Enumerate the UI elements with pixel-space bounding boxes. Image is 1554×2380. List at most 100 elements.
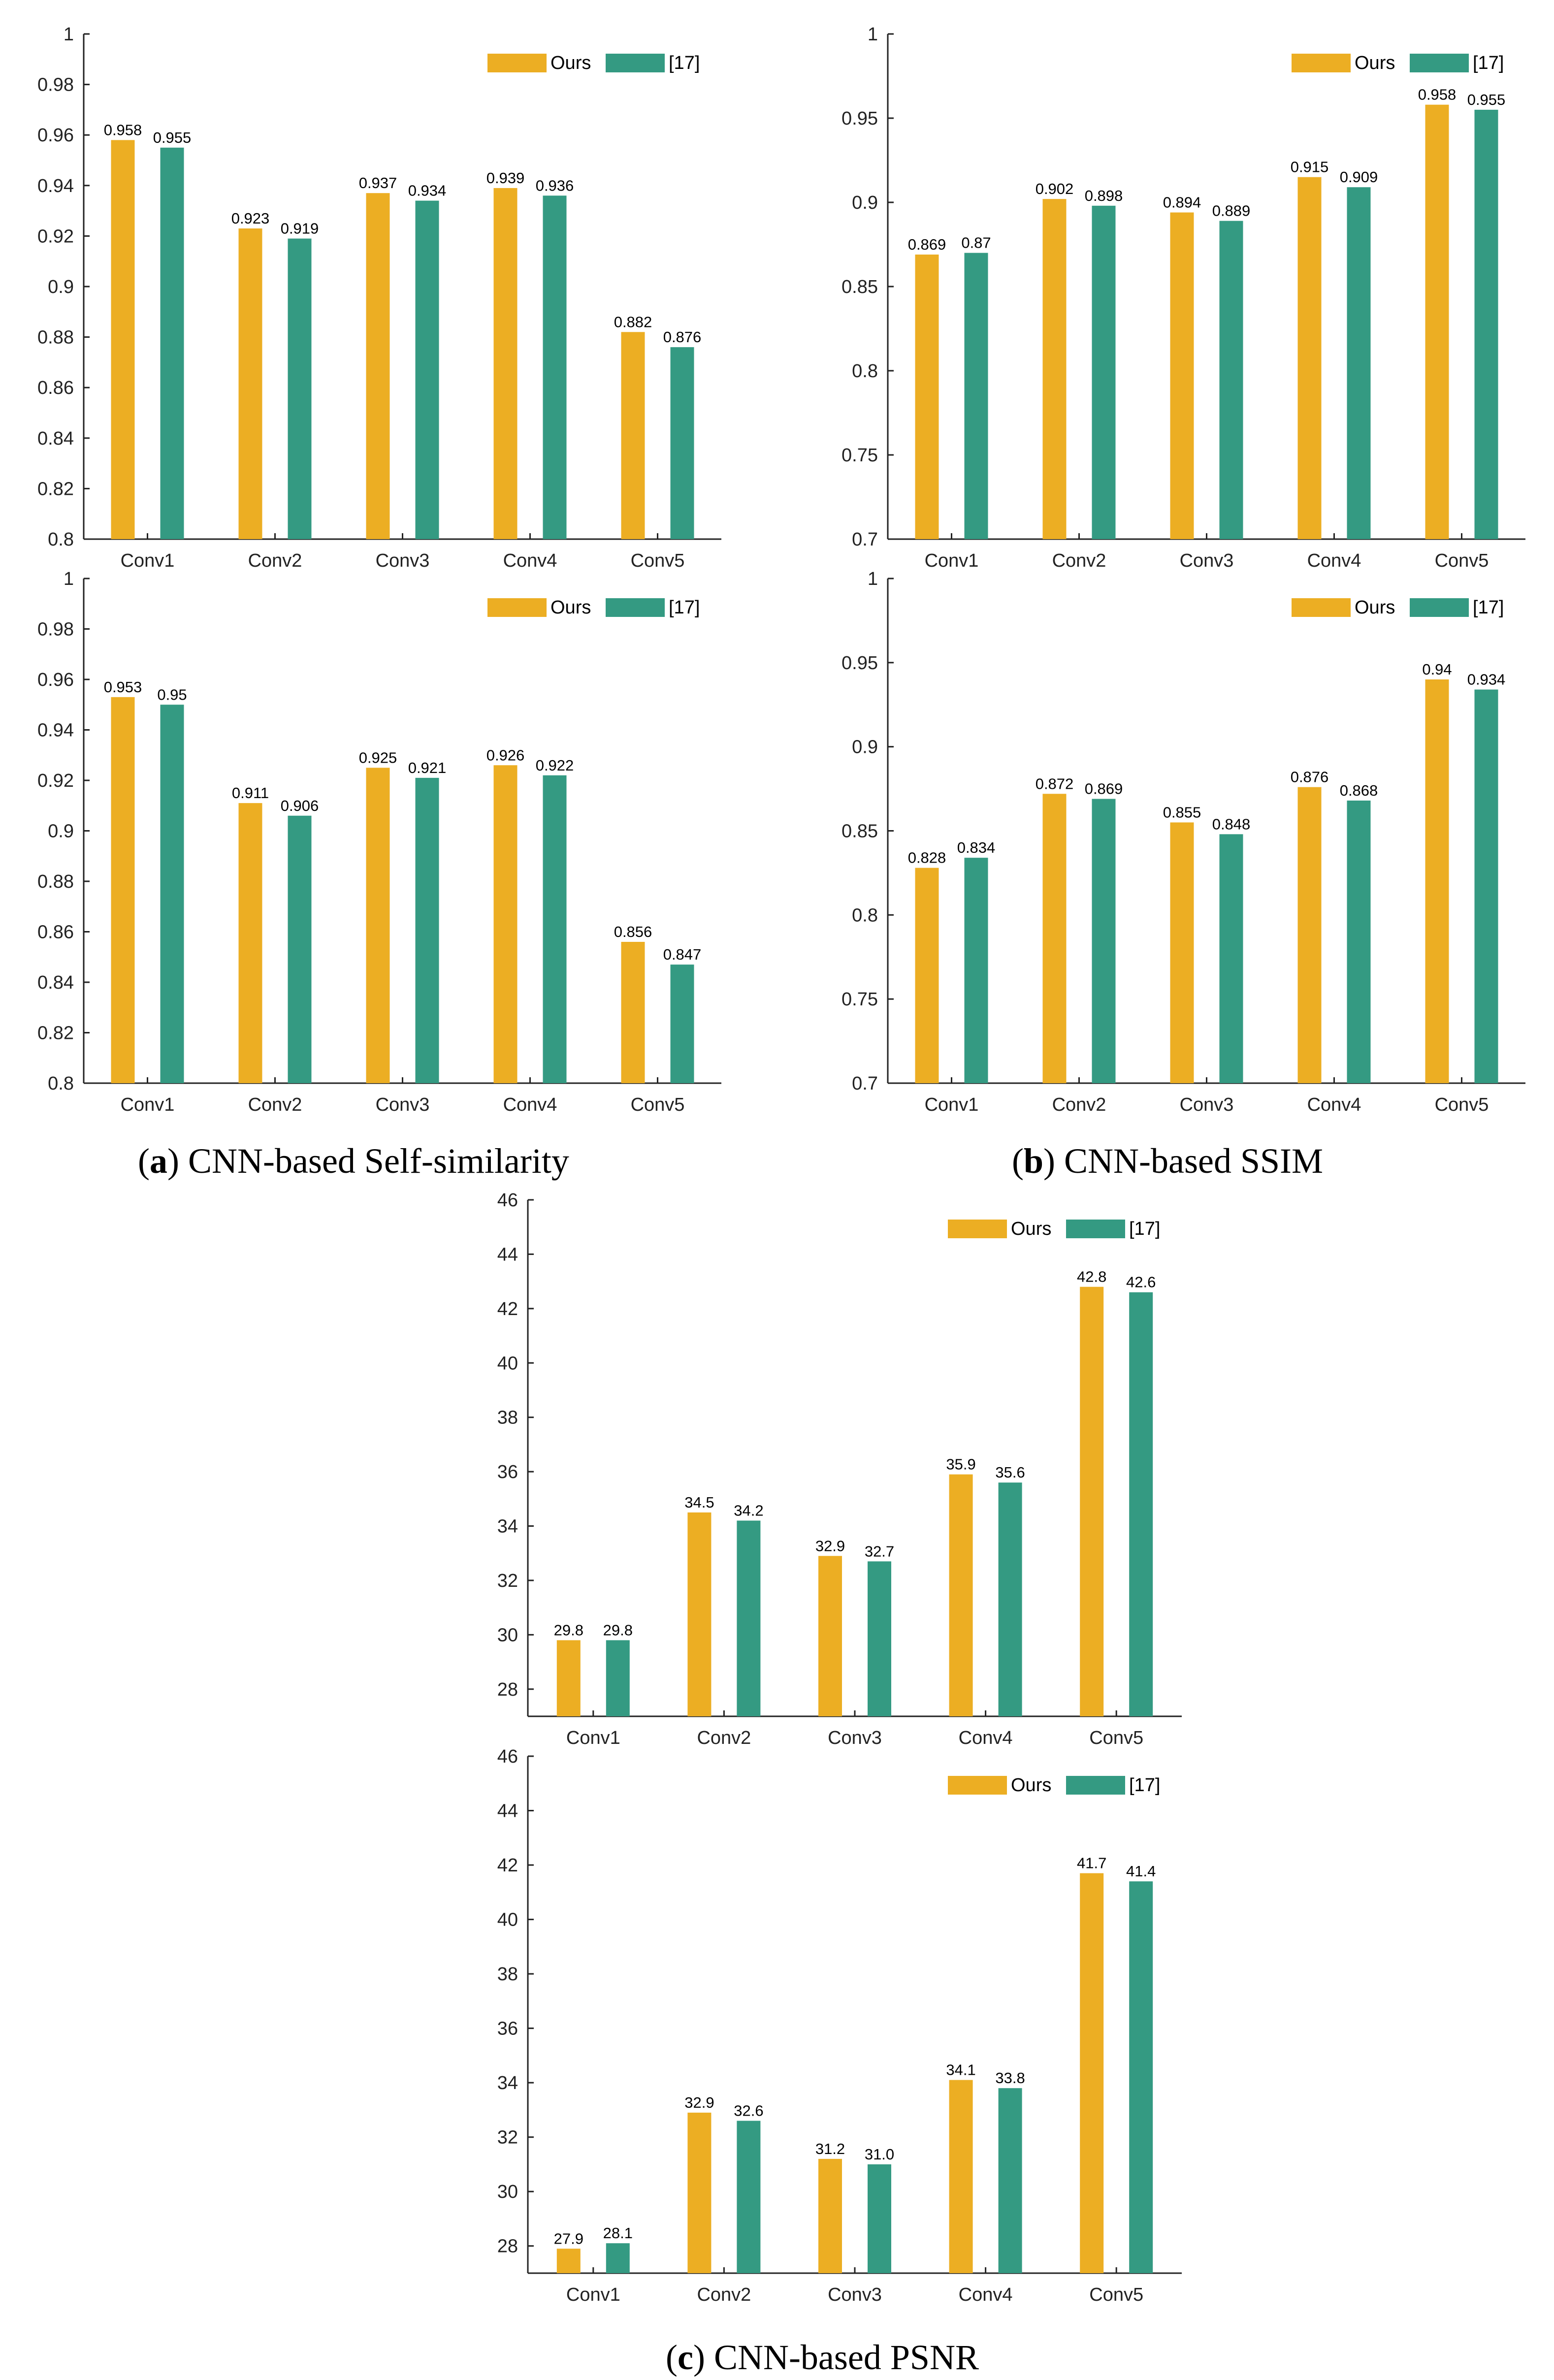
y-tick-label: 40 <box>497 1910 518 1930</box>
data-label: 35.9 <box>946 1456 975 1473</box>
legend-label-ref17: [17] <box>1129 1775 1160 1796</box>
x-tick-label: Conv5 <box>631 1094 685 1115</box>
y-tick-label: 40 <box>497 1353 518 1374</box>
y-tick-label: 0.85 <box>842 821 878 842</box>
y-tick-label: 0.75 <box>842 445 878 466</box>
y-tick-label: 0.9 <box>48 277 74 297</box>
legend-swatch-ref17 <box>1410 54 1469 72</box>
legend-label-ref17: [17] <box>1473 597 1504 618</box>
x-tick-label: Conv1 <box>925 550 979 571</box>
bar-ref17-conv4 <box>998 2088 1022 2273</box>
y-tick-label: 28 <box>497 1679 518 1700</box>
data-label: 29.8 <box>554 1621 583 1639</box>
chart-c-bottom: 28 30 32 34 36 38 40 42 44 46 Conv1 27.9 28.1 Conv2 32… <box>497 1746 1182 2305</box>
data-label: 0.925 <box>359 749 397 766</box>
data-label: 0.911 <box>232 784 269 802</box>
data-label: 0.855 <box>1163 804 1201 821</box>
y-tick-label: 1 <box>868 569 878 589</box>
data-label: 34.1 <box>946 2061 975 2079</box>
data-label: 0.882 <box>614 313 652 330</box>
data-label: 0.889 <box>1212 202 1251 220</box>
bar-ref17-conv5 <box>1129 1881 1153 2273</box>
caption-b-close-paren: ) <box>1043 1141 1064 1181</box>
bar-ref17-conv1 <box>964 858 988 1083</box>
data-label: 0.898 <box>1085 187 1123 204</box>
bar-ours-conv1 <box>556 1640 581 1716</box>
y-tick-label: 36 <box>497 1462 518 1482</box>
data-label: 27.9 <box>554 2230 583 2247</box>
y-tick-label: 32 <box>497 1571 518 1591</box>
y-tick-label: 46 <box>497 1746 518 1767</box>
y-tick-label: 38 <box>497 1964 518 1985</box>
y-tick-label: 42 <box>497 1299 518 1319</box>
y-tick-label: 0.82 <box>37 1023 74 1044</box>
y-tick-label: 44 <box>497 1244 518 1265</box>
bar-ours-conv3 <box>818 1556 842 1716</box>
caption-a: (a) CNN-based Self-similarity <box>138 1141 569 1181</box>
caption-b-letter: b <box>1024 1141 1043 1181</box>
bar-ref17-conv2 <box>737 2121 761 2273</box>
x-tick-label: Conv3 <box>828 2284 882 2305</box>
legend-swatch-ours <box>948 1220 1007 1238</box>
x-tick-label: Conv2 <box>697 1728 751 1748</box>
data-label: 0.902 <box>1036 180 1074 197</box>
x-tick-label: Conv4 <box>503 550 557 571</box>
legend-label-ref17: [17] <box>1473 53 1504 73</box>
bar-ours-conv2 <box>238 228 262 539</box>
x-tick-label: Conv2 <box>697 2284 751 2305</box>
bar-ours-conv5 <box>1425 679 1449 1083</box>
data-label: 0.939 <box>486 169 525 187</box>
legend-swatch-ours <box>487 54 547 72</box>
data-label: 0.955 <box>153 129 192 146</box>
x-tick-label: Conv3 <box>1180 550 1234 571</box>
y-tick-label: 0.86 <box>37 378 74 398</box>
data-label: 0.926 <box>486 746 525 764</box>
y-tick-label: 1 <box>64 24 74 45</box>
caption-b-text: CNN-based SSIM <box>1064 1141 1323 1181</box>
caption-c: (c) CNN-based PSNR <box>666 2338 979 2377</box>
bar-ref17-conv1 <box>160 705 184 1083</box>
bar-ours-conv1 <box>915 868 939 1083</box>
data-label: 0.868 <box>1340 782 1378 799</box>
caption-c-open-paren: ( <box>666 2338 678 2377</box>
y-tick-label: 1 <box>868 24 878 45</box>
x-tick-label: Conv1 <box>925 1094 979 1115</box>
legend-swatch-ours <box>1292 54 1351 72</box>
legend-label-ours: Ours <box>1355 597 1395 618</box>
legend-label-ours: Ours <box>1011 1219 1051 1239</box>
data-label: 0.87 <box>961 234 991 252</box>
bar-ours-conv3 <box>366 193 390 539</box>
data-label: 35.6 <box>995 1464 1025 1481</box>
bar-ours-conv4 <box>1297 177 1322 539</box>
y-tick-label: 32 <box>497 2127 518 2148</box>
data-label: 0.955 <box>1467 91 1506 108</box>
y-tick-label: 34 <box>497 2073 518 2093</box>
y-tick-label: 0.82 <box>37 479 74 499</box>
x-tick-label: Conv2 <box>1052 550 1106 571</box>
bar-ours-conv2 <box>238 803 262 1083</box>
data-label: 0.958 <box>104 121 142 138</box>
legend-swatch-ours <box>948 1776 1007 1795</box>
data-label: 0.923 <box>231 210 270 227</box>
x-tick-label: Conv5 <box>1089 1728 1143 1748</box>
y-tick-label: 44 <box>497 1801 518 1822</box>
data-label: 0.872 <box>1036 775 1074 792</box>
data-label: 0.922 <box>536 757 574 774</box>
data-label: 41.4 <box>1126 1863 1156 1880</box>
legend-swatch-ours <box>1292 598 1351 617</box>
y-tick-label: 0.88 <box>37 871 74 892</box>
x-tick-label: Conv2 <box>248 550 302 571</box>
y-tick-label: 0.98 <box>37 75 74 96</box>
bar-ref17-conv1 <box>606 2243 630 2273</box>
caption-c-text: CNN-based PSNR <box>714 2338 979 2377</box>
bar-ref17-conv2 <box>288 238 312 539</box>
caption-a-open-paren: ( <box>138 1141 150 1181</box>
bar-ref17-conv1 <box>606 1640 630 1716</box>
data-label: 0.915 <box>1291 159 1329 176</box>
data-label: 0.909 <box>1340 168 1378 186</box>
y-tick-label: 0.9 <box>852 737 878 758</box>
y-tick-label: 0.88 <box>37 327 74 348</box>
bar-ours-conv4 <box>493 188 518 539</box>
bar-ours-conv2 <box>1042 794 1067 1083</box>
data-label: 0.876 <box>663 328 702 346</box>
